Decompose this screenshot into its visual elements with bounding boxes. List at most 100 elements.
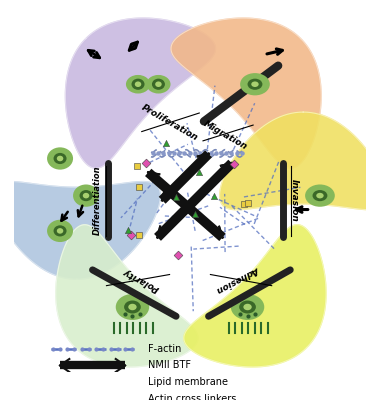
Point [108,346,114,352]
Point [94,379,100,385]
Point [122,311,128,318]
Point [228,150,234,156]
Point [115,346,121,352]
Ellipse shape [155,82,162,87]
Point [130,313,136,320]
Point [252,311,258,318]
Point [234,150,240,156]
Ellipse shape [131,79,144,90]
Point [100,346,106,352]
Point [111,379,117,385]
Point [90,396,97,400]
Text: Actin cross linkers: Actin cross linkers [148,394,237,400]
Ellipse shape [57,156,63,161]
Point [103,379,109,385]
Point [86,346,92,352]
Point [130,346,136,352]
Polygon shape [171,18,321,168]
Polygon shape [184,225,326,367]
Text: Polarity: Polarity [121,266,160,292]
Ellipse shape [247,79,263,90]
Ellipse shape [116,294,149,320]
Point [136,184,142,190]
Text: Adhesion: Adhesion [215,264,261,294]
Point [120,379,126,385]
Point [245,199,251,206]
Point [57,396,63,400]
Point [125,227,131,233]
Point [59,379,65,385]
Point [175,252,181,258]
Point [155,150,161,156]
Point [223,150,229,156]
Ellipse shape [47,220,73,242]
Ellipse shape [126,75,150,94]
Point [218,150,224,156]
Point [211,193,217,199]
Text: Proliferation: Proliferation [140,103,200,143]
Ellipse shape [47,147,73,170]
Point [173,194,179,200]
Ellipse shape [83,193,89,198]
Point [192,211,198,218]
Point [142,160,149,166]
Point [71,346,78,352]
Ellipse shape [73,184,99,207]
Point [57,346,63,352]
Point [197,150,203,156]
Point [122,346,128,352]
Point [76,379,82,385]
Ellipse shape [57,228,63,234]
Point [207,150,214,156]
Point [237,311,243,318]
Polygon shape [56,225,198,367]
Ellipse shape [312,190,328,201]
Ellipse shape [152,79,165,90]
Point [49,379,55,385]
Point [171,150,177,156]
Point [85,379,91,385]
Ellipse shape [243,304,252,310]
Text: Lipid membrane: Lipid membrane [148,377,228,387]
Point [160,150,166,156]
Polygon shape [220,112,380,210]
Point [192,150,198,156]
Ellipse shape [128,304,137,310]
Point [136,232,142,238]
Point [181,150,187,156]
Ellipse shape [79,190,93,201]
Ellipse shape [316,193,324,198]
Text: Differentiation: Differentiation [93,166,102,235]
Polygon shape [0,182,160,279]
Point [74,396,80,400]
Point [163,140,169,146]
Point [134,162,140,169]
Point [196,169,202,176]
Ellipse shape [124,300,141,314]
Point [67,379,73,385]
Text: Invasion: Invasion [290,179,298,222]
Text: NMII BTF: NMII BTF [148,360,191,370]
Point [202,150,208,156]
Point [187,150,193,156]
Text: Migration: Migration [202,119,249,152]
Point [176,150,182,156]
Point [128,232,134,238]
Point [49,346,55,352]
Ellipse shape [231,294,264,320]
Point [64,346,70,352]
Point [93,346,99,352]
Ellipse shape [305,184,335,207]
Point [137,311,143,318]
Point [241,200,247,207]
Ellipse shape [135,82,141,87]
Polygon shape [65,18,215,168]
Point [213,150,219,156]
Point [166,150,172,156]
Ellipse shape [251,82,259,87]
Ellipse shape [54,225,66,236]
Point [150,150,156,156]
Ellipse shape [54,153,66,164]
Ellipse shape [239,300,256,314]
Point [79,346,85,352]
